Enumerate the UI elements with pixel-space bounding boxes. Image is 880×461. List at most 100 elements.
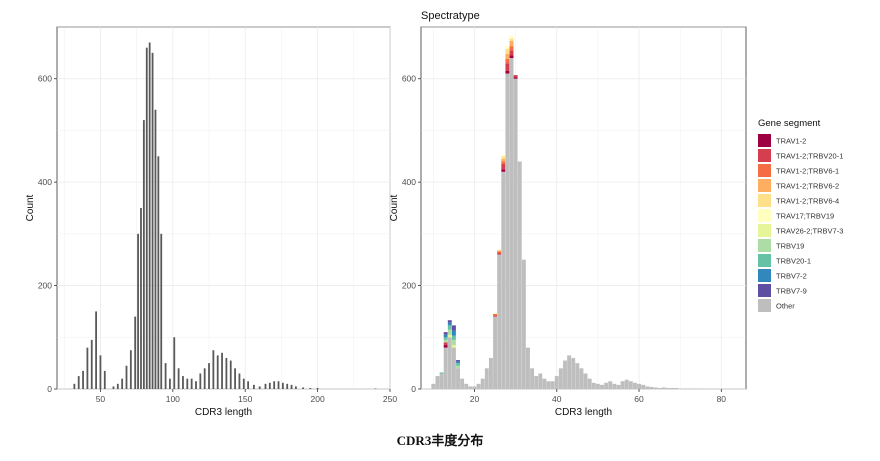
legend-key: [758, 134, 771, 147]
legend-label: TRAV1-2;TRBV6-4: [776, 197, 839, 206]
spectratype-bar-segment: [530, 368, 535, 389]
spectratype-bar-segment: [509, 46, 514, 51]
spectratype-bar-segment: [497, 251, 502, 253]
panel-2-xtick-label: 80: [717, 394, 727, 404]
legend-key: [758, 179, 771, 192]
spectratype-bar-segment: [587, 378, 592, 389]
left-bar: [164, 363, 167, 389]
spectratype-bar-segment: [447, 329, 452, 335]
spectratype-bar-segment: [472, 386, 477, 389]
spectratype-bar-segment: [669, 387, 674, 389]
left-bar: [177, 368, 180, 389]
spectratype-chart: 20 40 60 80 0 200 400 600 CDR3 length Count Spectr…: [389, 10, 747, 418]
spectratype-bar-segment: [682, 388, 687, 389]
spectratype-bar-segment: [501, 171, 506, 389]
left-bar: [137, 233, 139, 389]
spectratype-bar-segment: [563, 360, 567, 389]
spectratype-bar-segment: [509, 38, 514, 41]
spectratype-bar-segment: [509, 50, 514, 56]
spectratype-bar-segment: [493, 316, 498, 389]
spectratype-bar-segment: [698, 388, 703, 389]
spectratype-bar-segment: [678, 388, 683, 389]
legend-key: [758, 209, 771, 222]
legend-key: [758, 224, 771, 237]
left-bar: [316, 387, 319, 389]
spectratype-bar-segment: [509, 40, 514, 47]
spectratype-bar-segment: [690, 388, 695, 389]
left-bar: [234, 368, 236, 389]
spectratype-bar-segment: [468, 386, 473, 389]
left-bar: [302, 387, 305, 389]
left-bar: [90, 339, 93, 389]
spectratype-bar-segment: [657, 387, 662, 389]
spectratype-bar-segment: [497, 254, 502, 389]
panel-2-xtick-label: 60: [634, 394, 644, 404]
left-bar: [273, 381, 276, 389]
spectratype-bar-segment: [616, 384, 621, 389]
spectratype-bar-segment: [509, 55, 514, 59]
spectratype-bar-segment: [493, 315, 498, 317]
left-bar: [294, 386, 297, 389]
panel-2-background: [420, 26, 747, 390]
legend-key: [758, 254, 771, 267]
left-bar: [264, 383, 267, 389]
spectratype-bar-segment: [501, 164, 506, 170]
spectratype-bar-segment: [694, 388, 699, 389]
left-bar: [208, 363, 210, 389]
spectratype-bar-segment: [546, 381, 551, 389]
left-bar: [374, 388, 377, 389]
left-bar: [277, 381, 280, 389]
left-bar: [154, 109, 157, 389]
legend-label: TRAV1-2: [776, 137, 806, 146]
left-bar: [247, 381, 250, 389]
spectratype-bar-segment: [538, 373, 543, 389]
left-histogram: 50 100 150 200 250 0 200 400 600 CDR3 length Count: [25, 26, 397, 418]
spectratype-bar-segment: [608, 381, 613, 389]
spectratype-bar-segment: [501, 156, 506, 159]
spectratype-bar-segment: [480, 378, 485, 389]
left-bar: [86, 347, 89, 389]
legend-key: [758, 269, 771, 282]
spectratype-bar-segment: [439, 373, 444, 389]
spectratype-bar-segment: [447, 325, 452, 330]
panel-2-ylabel: Count: [389, 194, 400, 221]
spectratype-bar-segment: [558, 368, 563, 389]
spectratype-bar-segment: [451, 347, 456, 389]
left-bar: [190, 378, 193, 389]
spectratype-bar-segment: [443, 345, 448, 348]
spectratype-bar-segment: [447, 320, 452, 323]
spectratype-bar-segment: [632, 382, 637, 389]
spectratype-bar-segment: [513, 77, 518, 79]
panel-1-ytick-label: 0: [47, 384, 52, 394]
spectratype-bar-segment: [583, 373, 588, 389]
panel-2-title: Spectratype: [421, 10, 480, 22]
spectratype-bar-segment: [497, 252, 502, 255]
spectratype-bar-segment: [637, 383, 641, 389]
legend-label: TRBV7-2: [776, 272, 807, 281]
spectratype-bar-segment: [497, 250, 502, 252]
legend-title: Gene segment: [758, 118, 821, 129]
spectratype-bar-segment: [595, 383, 600, 389]
panel-1-ytick-label: 400: [38, 177, 52, 187]
panel-1-xtick-label: 200: [311, 394, 325, 404]
spectratype-bar-segment: [579, 368, 584, 389]
left-bar: [242, 378, 245, 389]
spectratype-bar-segment: [620, 381, 625, 389]
spectratype-bar-segment: [649, 386, 654, 389]
panel-2-xtick-label: 20: [470, 394, 480, 404]
left-bar: [73, 383, 76, 389]
left-bar: [169, 378, 171, 389]
spectratype-bar-segment: [509, 58, 514, 390]
spectratype-bar-segment: [517, 161, 522, 389]
spectratype-bar-segment: [624, 379, 629, 389]
spectratype-bar-segment: [505, 70, 510, 74]
panel-2-ytick-label: 200: [402, 281, 416, 291]
left-bar: [238, 373, 241, 389]
panel-2-ytick-label: 400: [402, 177, 416, 187]
left-bar: [112, 386, 115, 389]
spectratype-bar-segment: [456, 363, 460, 366]
left-bar: [140, 208, 142, 389]
spectratype-bar-segment: [571, 357, 576, 389]
left-bar: [186, 378, 189, 389]
spectratype-bar-segment: [521, 259, 526, 389]
